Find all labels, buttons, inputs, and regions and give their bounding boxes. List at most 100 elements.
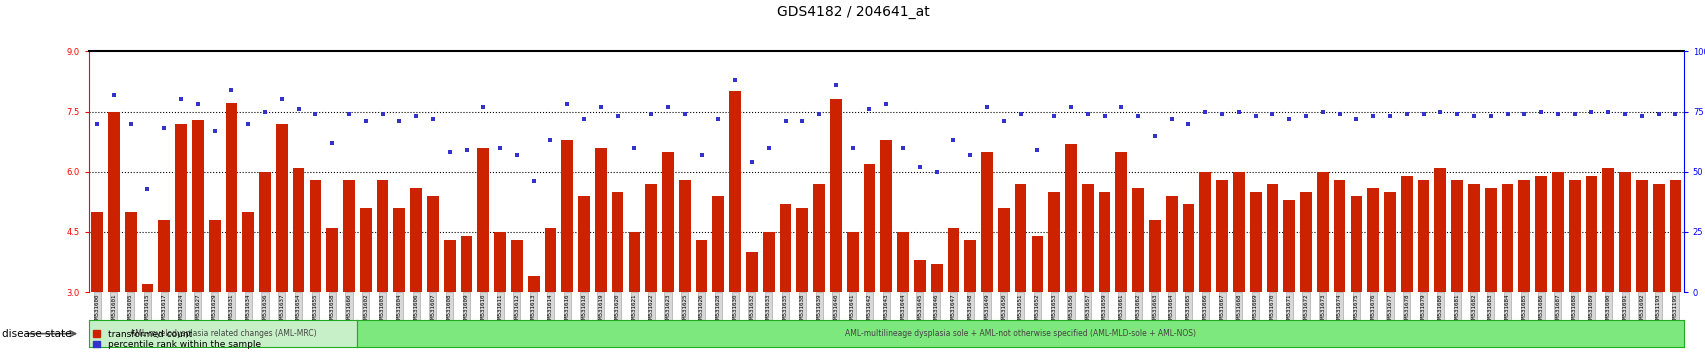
Bar xyxy=(1081,184,1093,292)
Point xyxy=(1376,114,1403,119)
Point xyxy=(167,97,194,102)
Point xyxy=(1089,114,1117,119)
Point xyxy=(520,178,547,184)
Text: GDS4182 / 204641_at: GDS4182 / 204641_at xyxy=(776,5,929,19)
Point xyxy=(1594,109,1621,114)
Bar xyxy=(1014,184,1026,292)
Bar xyxy=(1299,192,1311,292)
Bar xyxy=(796,208,808,292)
Bar xyxy=(779,204,791,292)
Point xyxy=(1040,114,1067,119)
Bar xyxy=(1652,184,1664,292)
Point xyxy=(939,138,967,143)
Bar xyxy=(1383,192,1395,292)
Point xyxy=(419,116,447,121)
Point xyxy=(402,114,430,119)
Point xyxy=(687,152,714,158)
Bar xyxy=(713,196,725,292)
Bar xyxy=(830,99,841,292)
Bar xyxy=(460,236,472,292)
Bar xyxy=(1047,192,1059,292)
Point xyxy=(234,121,263,126)
Bar xyxy=(1669,180,1681,292)
Bar xyxy=(728,91,740,292)
Bar xyxy=(1451,180,1463,292)
Bar xyxy=(627,232,639,292)
Bar xyxy=(1569,180,1579,292)
Bar xyxy=(309,180,321,292)
Bar xyxy=(1534,176,1546,292)
Point xyxy=(133,186,160,192)
Bar xyxy=(914,260,926,292)
Bar xyxy=(1032,236,1043,292)
Point xyxy=(771,118,798,124)
Bar xyxy=(1483,188,1495,292)
Bar xyxy=(1149,220,1159,292)
Bar xyxy=(1165,196,1176,292)
Bar xyxy=(159,220,170,292)
Bar xyxy=(662,152,673,292)
Point xyxy=(1175,121,1202,126)
Point xyxy=(1511,111,1538,117)
Bar xyxy=(90,212,102,292)
Bar xyxy=(360,208,372,292)
Bar xyxy=(242,212,254,292)
Point xyxy=(1342,116,1369,121)
Bar xyxy=(1216,180,1228,292)
Bar xyxy=(1350,196,1362,292)
Point xyxy=(856,106,883,112)
Bar xyxy=(1500,184,1512,292)
Bar xyxy=(377,180,389,292)
Bar xyxy=(293,168,303,292)
Point xyxy=(503,152,530,158)
Bar xyxy=(1250,192,1260,292)
Bar xyxy=(644,184,656,292)
Text: AML-multilineage dysplasia sole + AML-not otherwise specified (AML-MLD-sole + AM: AML-multilineage dysplasia sole + AML-no… xyxy=(844,329,1195,338)
Bar xyxy=(1584,176,1596,292)
Point xyxy=(1442,111,1470,117)
Point xyxy=(1158,116,1185,121)
Bar xyxy=(1552,172,1563,292)
Bar xyxy=(963,240,975,292)
Point xyxy=(1141,133,1168,138)
Point xyxy=(1057,104,1084,109)
Point xyxy=(302,111,329,117)
Point xyxy=(738,159,766,165)
Bar xyxy=(1233,172,1245,292)
Bar xyxy=(679,180,691,292)
Point xyxy=(1526,109,1553,114)
Bar xyxy=(1265,184,1277,292)
Point xyxy=(1190,109,1217,114)
Point xyxy=(268,97,295,102)
Bar xyxy=(1468,184,1478,292)
Point xyxy=(670,111,697,117)
Point xyxy=(436,150,464,155)
Legend: transformed count, percentile rank within the sample: transformed count, percentile rank withi… xyxy=(94,330,261,349)
Point xyxy=(888,145,916,150)
Bar xyxy=(124,212,136,292)
Bar xyxy=(946,228,958,292)
Bar xyxy=(326,228,338,292)
Point xyxy=(319,140,346,145)
Point xyxy=(1359,114,1386,119)
Point xyxy=(957,152,984,158)
Bar xyxy=(561,139,573,292)
Bar xyxy=(276,124,288,292)
Bar xyxy=(107,112,119,292)
Point xyxy=(537,138,564,143)
Point xyxy=(1408,111,1436,117)
Bar xyxy=(745,252,757,292)
Bar xyxy=(863,164,875,292)
Text: AML-myelodysplasia related changes (AML-MRC): AML-myelodysplasia related changes (AML-… xyxy=(130,329,315,338)
Point xyxy=(989,118,1016,124)
Bar xyxy=(1282,200,1294,292)
Bar xyxy=(1199,172,1211,292)
Point xyxy=(755,145,783,150)
Point xyxy=(788,118,815,124)
Bar xyxy=(477,148,489,292)
Point xyxy=(218,87,246,93)
Point xyxy=(839,145,866,150)
Point xyxy=(101,92,128,97)
Bar xyxy=(1132,188,1144,292)
Point xyxy=(1258,111,1286,117)
